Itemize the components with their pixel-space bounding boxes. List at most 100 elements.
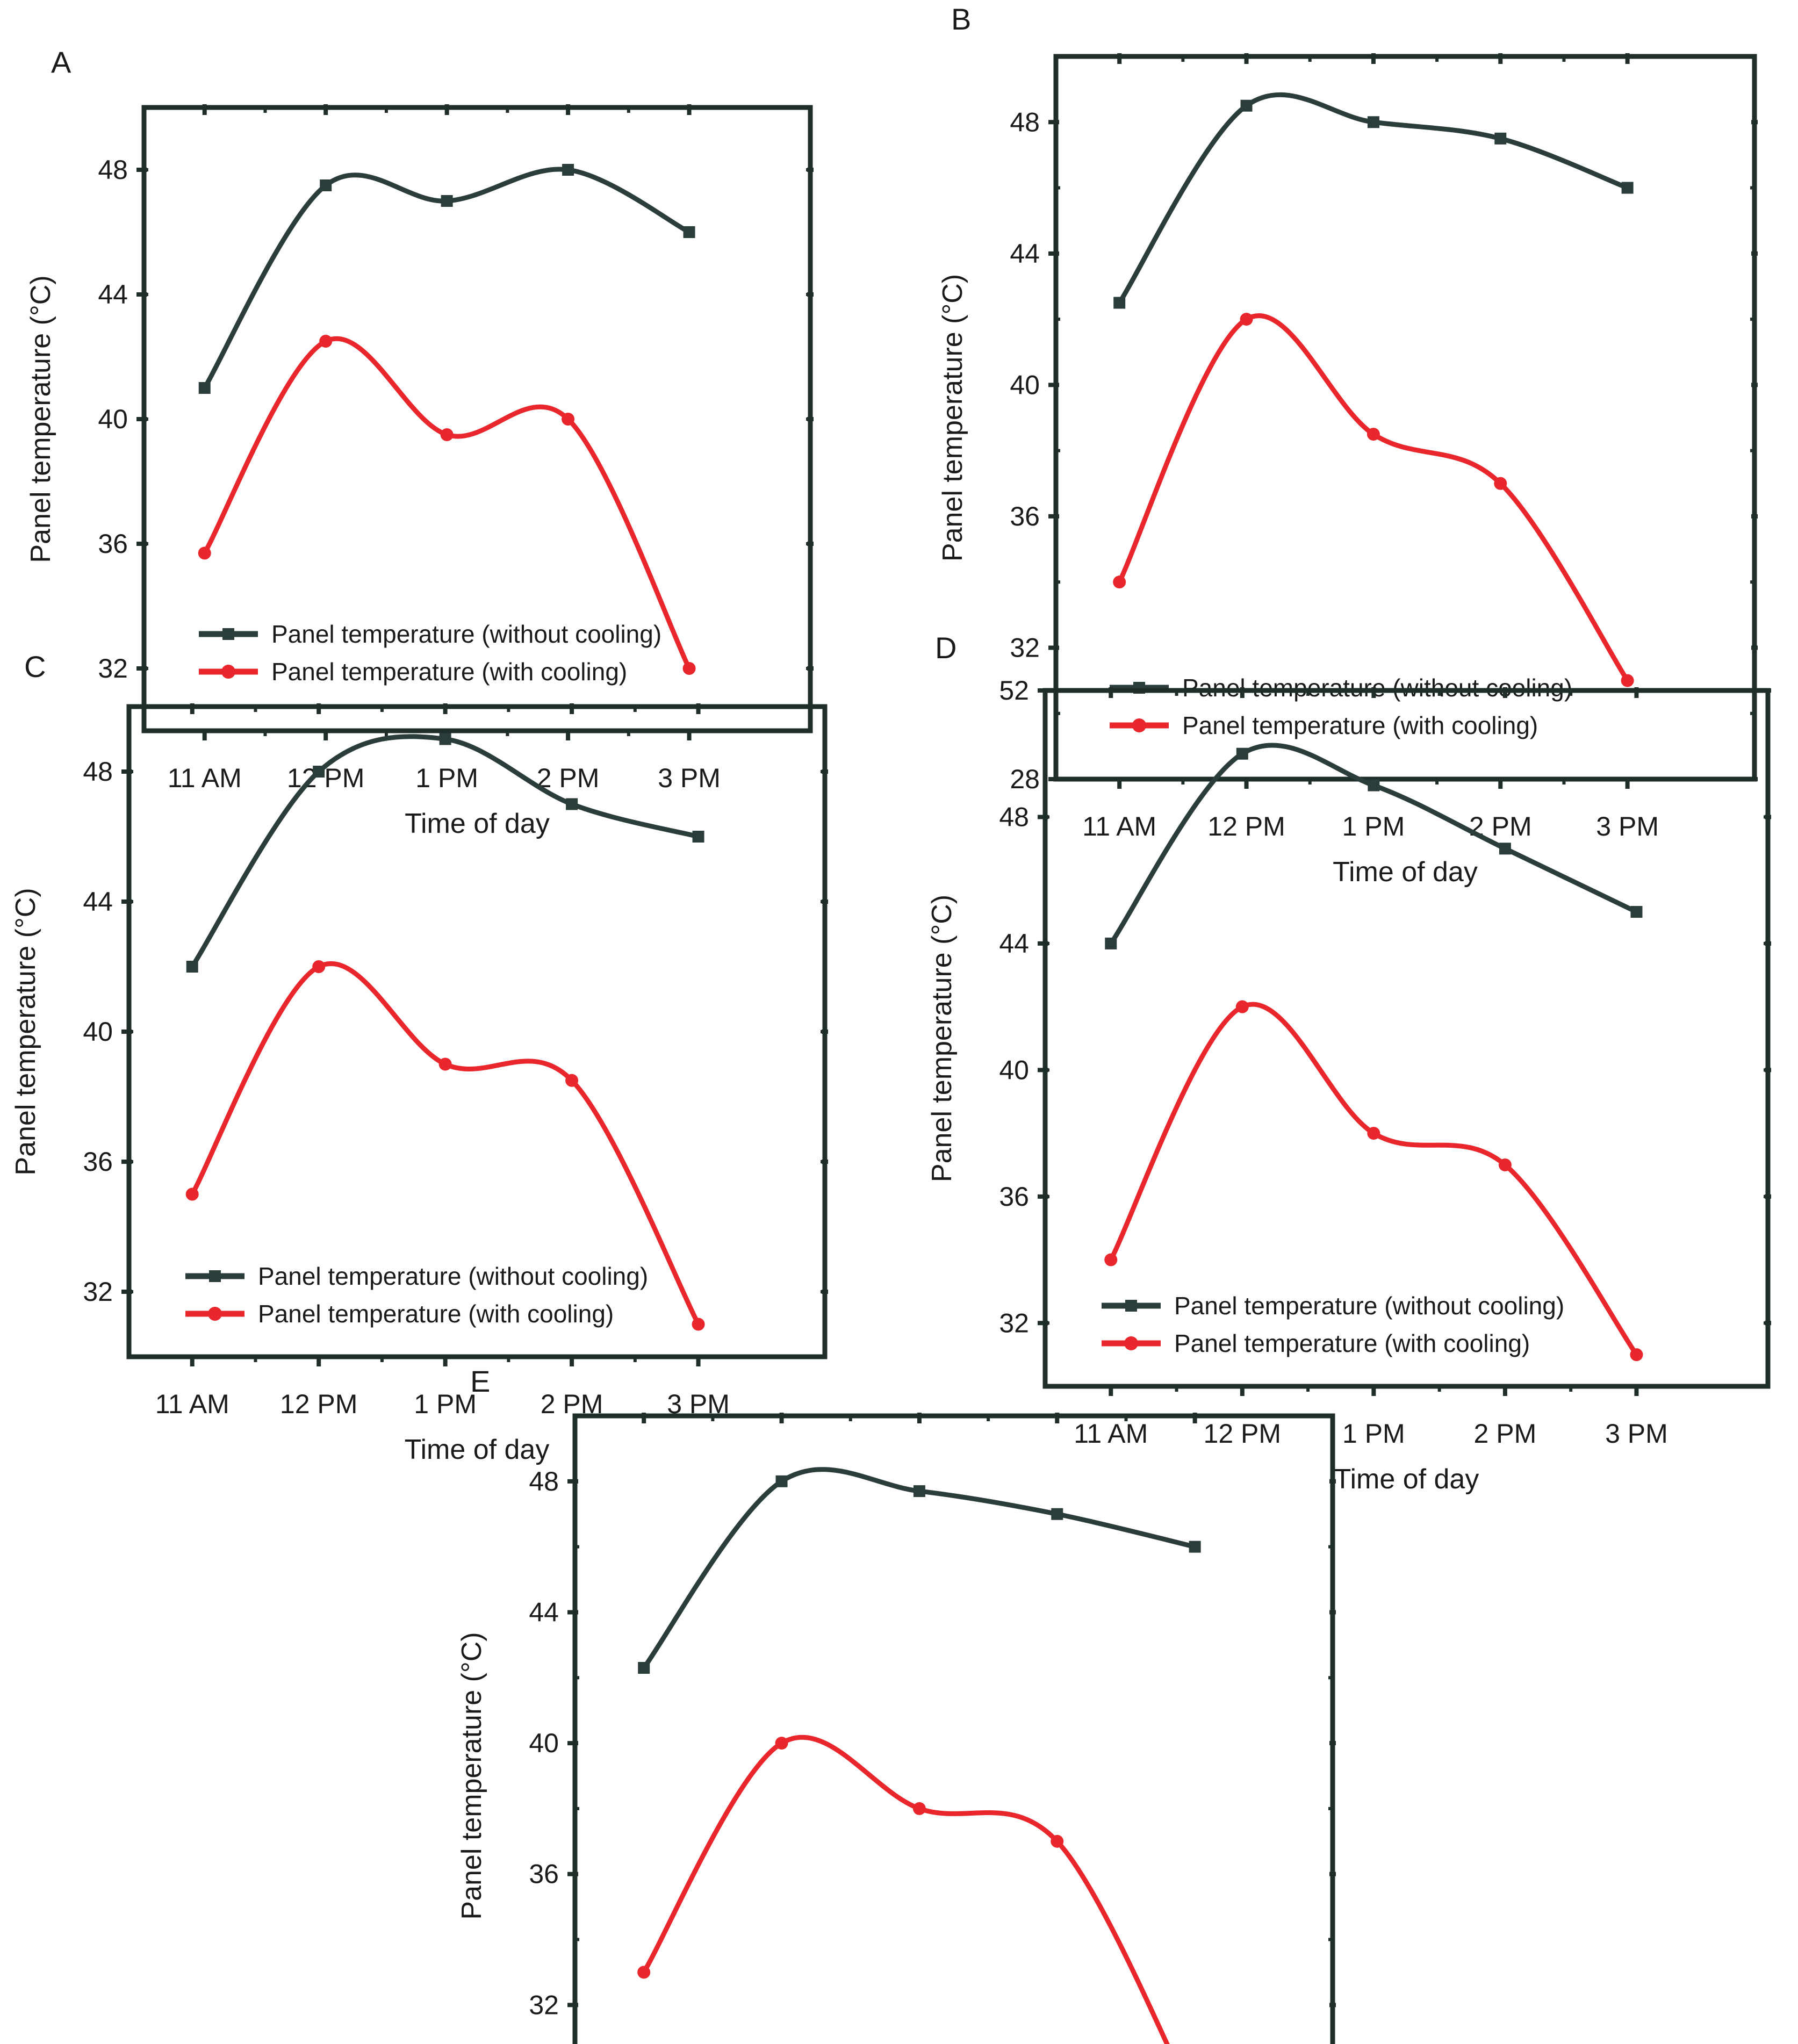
data-point-without-cooling	[1113, 297, 1126, 309]
panel-letter: C	[24, 650, 46, 683]
legend-label: Panel temperature (with cooling)	[1174, 1329, 1530, 1357]
y-tick-label: 36	[999, 1182, 1029, 1212]
legend-label: Panel temperature (without cooling)	[1182, 674, 1572, 702]
x-axis-title: Time of day	[405, 808, 550, 839]
data-point-with-cooling	[1240, 313, 1253, 326]
data-point-without-cooling	[1494, 132, 1507, 145]
data-point-without-cooling	[683, 226, 695, 238]
y-tick-label: 48	[999, 802, 1029, 832]
data-point-without-cooling	[1236, 747, 1248, 760]
y-tick-label: 48	[83, 757, 113, 787]
x-tick-label: 1 PM	[1342, 1419, 1405, 1449]
x-tick-label: 2 PM	[1474, 1419, 1537, 1449]
x-tick-label: 3 PM	[1605, 1419, 1668, 1449]
chart-panel-c: C 32 36 40 44 48 11 AM 12 PM 1 PM 2 PM 3 PM Time of…	[0, 634, 887, 1465]
x-tick-label: 1 PM	[415, 763, 478, 793]
y-tick-label: 40	[999, 1055, 1029, 1085]
y-tick-label: 48	[529, 1466, 559, 1496]
plot-frame	[572, 1413, 1335, 2044]
data-point-without-cooling	[441, 195, 453, 207]
series-line-with-cooling	[1108, 1002, 1639, 1357]
x-axis-title: Time of day	[1334, 1464, 1479, 1495]
series-line-with-cooling	[641, 1734, 1170, 2044]
data-point-with-cooling	[565, 1074, 579, 1087]
plot-frame	[126, 704, 828, 1359]
y-tick-label: 28	[1010, 764, 1040, 794]
legend-marker	[208, 1307, 222, 1321]
data-point-without-cooling	[1368, 779, 1380, 791]
y-tick-label: 44	[529, 1597, 559, 1627]
y-tick-label: 36	[83, 1147, 113, 1177]
data-point-with-cooling	[319, 335, 333, 348]
data-point-without-cooling	[313, 766, 325, 778]
panel-letter: A	[51, 45, 71, 79]
y-tick-label: 44	[83, 887, 113, 917]
data-point-with-cooling	[1498, 1158, 1512, 1171]
data-point-without-cooling	[1367, 116, 1379, 128]
data-point-with-cooling	[1367, 428, 1380, 441]
legend-label: Panel temperature (without cooling)	[1174, 1292, 1564, 1320]
legend-marker	[1132, 718, 1146, 732]
y-tick-label: 48	[1010, 107, 1040, 137]
data-point-with-cooling	[637, 1966, 651, 1979]
x-axis-title: Time of day	[405, 1434, 550, 1465]
y-axis-title: Panel temperature (°C)	[25, 275, 56, 563]
chart-panel-b: B 28 32 36 40 44 48 11 AM 12 PM 1 PM 2 PM 3 PM Time …	[887, 0, 1798, 888]
y-tick-label: 44	[98, 279, 128, 310]
data-point-with-cooling	[438, 1057, 452, 1071]
series-line-without-cooling	[641, 1467, 1198, 1671]
y-axis-title: Panel temperature (°C)	[456, 1632, 487, 1919]
legend-marker	[222, 628, 234, 640]
data-point-with-cooling	[562, 413, 575, 426]
legend-marker	[1124, 1336, 1138, 1350]
chart-panel-d: D 32 36 40 44 48 52 11 AM 12 PM 1 PM 2 PM 3 PM Time …	[887, 623, 1798, 1495]
y-axis-title: Panel temperature (°C)	[937, 274, 968, 562]
data-point-without-cooling	[1621, 182, 1634, 194]
y-axis-title: Panel temperature (°C)	[10, 888, 41, 1175]
x-tick-label: 1 PM	[1342, 811, 1405, 841]
x-tick-label: 12 PM	[1204, 1419, 1282, 1449]
data-point-with-cooling	[1235, 1000, 1249, 1013]
y-tick-label: 44	[1010, 239, 1040, 269]
data-point-with-cooling	[1630, 1348, 1643, 1362]
series-line-with-cooling	[202, 336, 692, 671]
data-point-without-cooling	[198, 382, 211, 394]
y-tick-label: 36	[1010, 501, 1040, 531]
data-point-without-cooling	[186, 961, 198, 973]
data-point-without-cooling	[439, 733, 451, 745]
data-point-without-cooling	[320, 179, 332, 191]
legend-label: Panel temperature (without cooling)	[271, 620, 661, 648]
x-tick-label: 12 PM	[280, 1389, 358, 1419]
y-tick-label: 32	[529, 1990, 559, 2020]
x-tick-label: 3 PM	[658, 763, 721, 793]
y-tick-label: 40	[529, 1728, 559, 1758]
legend-label: Panel temperature (without cooling)	[258, 1262, 648, 1290]
y-tick-label: 32	[83, 1277, 113, 1307]
x-tick-label: 2 PM	[537, 763, 600, 793]
x-tick-label: 11 AM	[168, 763, 242, 793]
y-tick-label: 32	[999, 1308, 1029, 1338]
data-point-without-cooling	[1240, 99, 1253, 112]
data-point-with-cooling	[312, 960, 326, 973]
data-point-with-cooling	[912, 1802, 926, 1815]
data-point-with-cooling	[682, 662, 696, 675]
data-point-without-cooling	[1189, 1541, 1201, 1553]
plot-frame	[1053, 54, 1757, 782]
legend-label: Panel temperature (with cooling)	[271, 658, 627, 686]
data-point-without-cooling	[638, 1662, 650, 1674]
series-line-without-cooling	[202, 167, 692, 391]
data-point-with-cooling	[692, 1318, 705, 1331]
data-point-without-cooling	[562, 164, 574, 176]
data-point-with-cooling	[198, 546, 211, 560]
legend-marker	[209, 1270, 221, 1282]
x-tick-label: 11 AM	[1082, 811, 1156, 841]
series-line-with-cooling	[1117, 313, 1630, 683]
legend-label: Panel temperature (with cooling)	[1182, 711, 1538, 739]
data-point-with-cooling	[1104, 1253, 1118, 1266]
legend-label: Panel temperature (without cooling)	[709, 2041, 1099, 2044]
data-point-with-cooling	[1367, 1127, 1380, 1140]
